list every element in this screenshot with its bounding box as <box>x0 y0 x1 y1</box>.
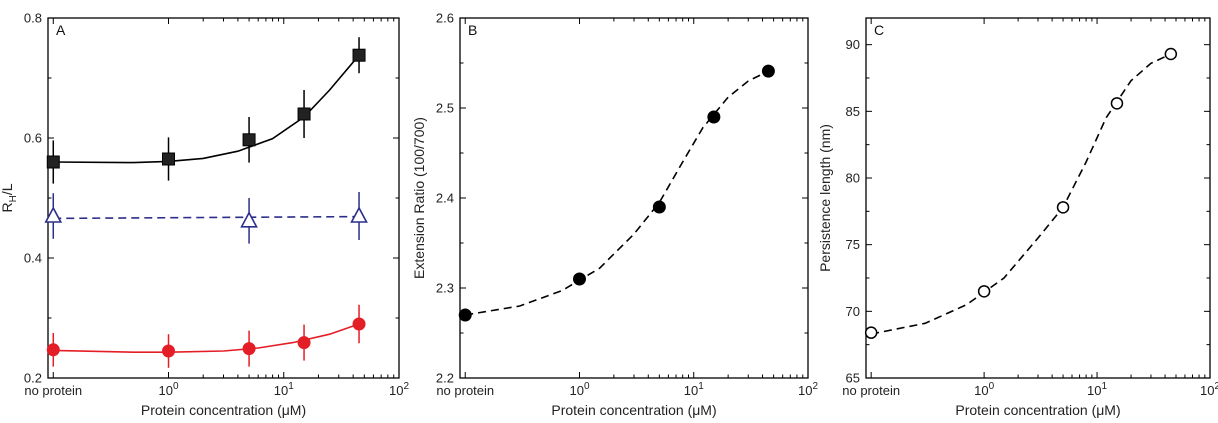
fit-line <box>53 215 360 220</box>
data-point <box>46 343 60 357</box>
y-tick-label: 0.6 <box>24 131 42 146</box>
data-point <box>864 326 878 339</box>
plot-frame <box>459 17 809 379</box>
x-tick-label: no protein <box>842 383 900 398</box>
fit-line <box>53 54 360 164</box>
data-point <box>761 64 775 78</box>
x-tick-label: no protein <box>24 383 82 398</box>
y-tick-label: 2.4 <box>436 191 454 206</box>
series-2 <box>44 192 368 244</box>
y-tick-label: 2.2 <box>436 371 454 386</box>
x-tick-label: 100 <box>569 381 589 398</box>
y-axis-label: RH/L <box>0 183 19 212</box>
x-tick-label: 100 <box>974 381 994 398</box>
x-tick-label: 102 <box>389 381 409 398</box>
data-point <box>652 200 666 214</box>
data-point <box>297 336 311 350</box>
y-tick-label: 2.6 <box>436 11 454 26</box>
plot-frame <box>47 17 400 379</box>
panel-c: Cno protein 100 101 102 65 70 75 80 85 90 Protein … <box>817 17 1218 418</box>
data-point <box>707 110 721 124</box>
data-point <box>297 107 311 121</box>
fit-line <box>465 70 769 316</box>
y-tick-label: 2.3 <box>436 281 454 296</box>
series-3 <box>46 304 366 368</box>
y-tick-label: 65 <box>846 371 860 386</box>
panel-label: A <box>56 22 66 38</box>
data-point <box>458 308 472 322</box>
data-point <box>162 152 176 166</box>
data-point <box>242 133 256 147</box>
y-axis-label: Persistence length (nm) <box>817 124 833 272</box>
y-tick-label: 0.4 <box>24 251 42 266</box>
data-point <box>242 342 256 356</box>
x-axis-label: Protein concentration (μM) <box>955 402 1120 418</box>
y-tick-label: 85 <box>846 104 860 119</box>
series-1 <box>458 64 775 322</box>
data-point <box>1164 47 1178 61</box>
x-tick-label: no protein <box>436 383 494 398</box>
data-point <box>162 344 176 358</box>
x-axis-label: Protein concentration (μM) <box>551 402 716 418</box>
data-point <box>46 155 60 169</box>
y-tick-label: 70 <box>846 304 860 319</box>
x-tick-label: 101 <box>274 381 294 398</box>
data-point <box>44 206 63 223</box>
panel-label: C <box>874 22 884 38</box>
x-tick-label: 101 <box>684 381 704 398</box>
x-tick-label: 102 <box>798 381 818 398</box>
y-tick-label: 0.8 <box>24 11 42 26</box>
y-tick-label: 0.2 <box>24 371 42 386</box>
x-axis-label: Protein concentration (μM) <box>141 402 306 418</box>
panel-b: Bno protein 100 101 102 2.2 2.3 2.4 2.5 2.6 Prote… <box>411 11 818 419</box>
data-point <box>240 211 258 228</box>
data-point <box>1056 201 1070 214</box>
data-point <box>352 48 366 62</box>
y-tick-label: 75 <box>846 237 860 252</box>
data-point <box>977 285 991 298</box>
series-1 <box>46 37 366 184</box>
x-tick-label: 101 <box>1087 381 1107 398</box>
y-tick-label: 2.5 <box>436 101 454 116</box>
plot-frame <box>865 17 1211 379</box>
x-tick-label: 102 <box>1200 381 1218 398</box>
panel-a: Ano protein 100 101 102 0.2 0.4 0.6 0.8 Protein … <box>0 11 409 419</box>
fit-line <box>53 323 360 353</box>
data-point <box>1110 97 1124 110</box>
y-axis-label: Extension Ratio (100/700) <box>411 117 427 279</box>
fit-line <box>871 53 1172 335</box>
series-1 <box>864 47 1178 339</box>
y-tick-label: 80 <box>846 171 860 186</box>
y-tick-label: 90 <box>846 37 860 52</box>
data-point <box>352 317 366 331</box>
x-tick-label: 100 <box>158 381 178 398</box>
data-point <box>572 272 586 286</box>
panel-label: B <box>468 22 477 38</box>
data-point <box>350 206 368 223</box>
